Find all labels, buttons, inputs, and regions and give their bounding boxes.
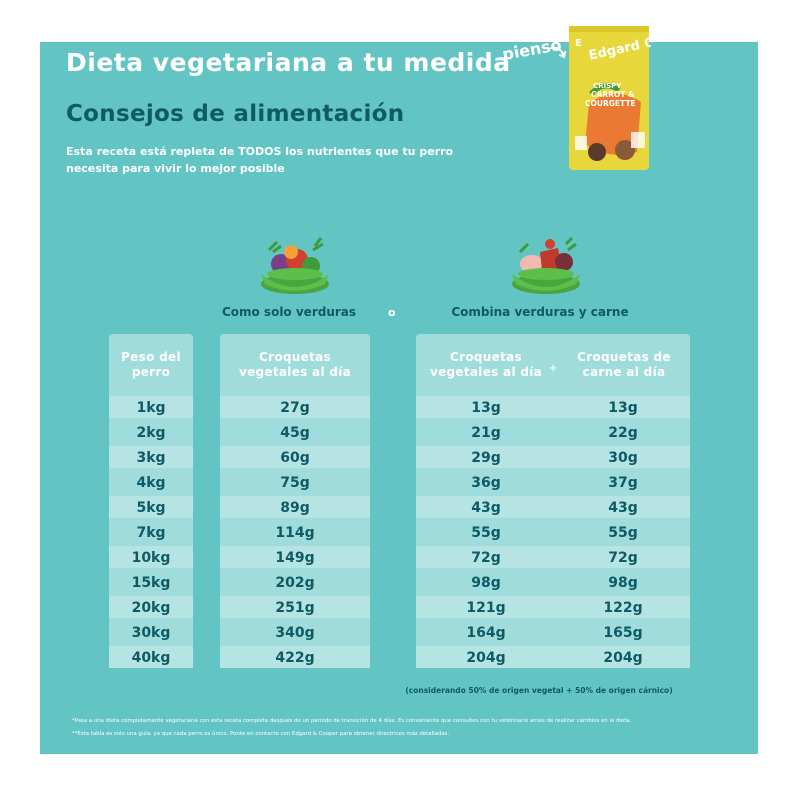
veg-only-cell: 45g	[280, 425, 310, 441]
mixed-veg-cell: 55g	[471, 525, 501, 541]
product-bag-image: E Edgard Cooper CRISPY CARROT & COURGETT…	[569, 26, 651, 170]
mixed-meat-cell: 30g	[608, 450, 638, 466]
row-stripe	[109, 496, 193, 518]
row-stripe	[220, 446, 370, 468]
mixed-veg-cell: 164g	[466, 625, 506, 641]
product-line2: CARROT &	[591, 90, 635, 99]
mixed-meat-cell: 43g	[608, 500, 638, 516]
row-stripe	[220, 646, 370, 668]
veg-only-cell: 89g	[280, 500, 310, 516]
mixed-veg-cell: 21g	[471, 425, 501, 441]
weight-cell: 30kg	[131, 625, 171, 641]
veg-only-cell: 149g	[275, 550, 315, 566]
conjunction-text: o	[388, 306, 396, 319]
mixed-veg-cell: 121g	[466, 600, 506, 616]
note-text: (considerando 50% de origen vegetal + 50…	[405, 686, 673, 695]
mixed-veg-cell: 13g	[471, 400, 501, 416]
weight-cell: 10kg	[131, 550, 171, 566]
veg-only-cell: 114g	[275, 525, 315, 541]
row-stripe	[416, 396, 690, 418]
row-stripe	[109, 646, 193, 668]
mixed-meat-cell: 13g	[608, 400, 638, 416]
weight-cell: 1kg	[136, 400, 166, 416]
veg-header: Croquetas vegetales al día	[238, 350, 352, 379]
weight-cell: 5kg	[136, 500, 166, 516]
row-stripe	[109, 596, 193, 618]
mixed-label: Combina verduras y carne	[451, 305, 629, 319]
weight-cell: 20kg	[131, 600, 171, 616]
mixed-veg-header: Croquetas vegetales al día	[429, 350, 543, 379]
mixed-meat-header: Croquetas de carne al día	[577, 350, 671, 379]
mixed-meat-cell: 72g	[608, 550, 638, 566]
row-stripe	[220, 596, 370, 618]
mixed-meat-cell: 98g	[608, 575, 638, 591]
product-line1: CRISPY	[593, 82, 622, 90]
weight-cell: 7kg	[136, 525, 166, 541]
row-stripe	[220, 496, 370, 518]
veg-only-cell: 202g	[275, 575, 315, 591]
footnote-1: *Pasa a una dieta completamente vegetari…	[72, 718, 632, 724]
page-subtitle: Consejos de alimentación	[66, 101, 405, 127]
weight-cell: 40kg	[131, 650, 171, 666]
weight-cell: 2kg	[136, 425, 166, 441]
weight-header: Peso del perro	[121, 350, 181, 379]
mixed-veg-cell: 204g	[466, 650, 506, 666]
row-stripe	[416, 596, 690, 618]
mixed-meat-cell: 55g	[608, 525, 638, 541]
arrow-icon	[550, 46, 566, 59]
footnote-2: **Esta tabla es solo una guía, ya que ca…	[72, 731, 450, 737]
plus-sign: +	[549, 363, 558, 374]
intro-text: Esta receta está repleta de TODOS los nu…	[66, 145, 454, 175]
veg-only-cell: 422g	[275, 650, 315, 666]
weight-cell: 3kg	[136, 450, 166, 466]
mixed-veg-cell: 98g	[471, 575, 501, 591]
veg-meat-bowl-icon	[512, 236, 580, 294]
row-stripe	[109, 396, 193, 418]
row-stripe	[109, 446, 193, 468]
row-stripe	[416, 496, 690, 518]
veg-only-cell: 75g	[280, 475, 310, 491]
veg-only-cell: 27g	[280, 400, 310, 416]
veg-only-label: Como solo verduras	[221, 305, 357, 319]
row-stripe	[109, 546, 193, 568]
veg-only-cell: 251g	[275, 600, 315, 616]
mixed-veg-cell: 43g	[471, 500, 501, 516]
veg-only-cell: 60g	[280, 450, 310, 466]
veg-bowl-icon	[261, 237, 329, 294]
weight-cell: 4kg	[136, 475, 166, 491]
mixed-meat-cell: 204g	[603, 650, 643, 666]
row-stripe	[220, 546, 370, 568]
mixed-meat-cell: 122g	[603, 600, 643, 616]
row-stripe	[220, 396, 370, 418]
mixed-meat-cell: 37g	[608, 475, 638, 491]
page-title: Dieta vegetariana a tu medida	[66, 48, 511, 77]
mixed-meat-cell: 22g	[608, 425, 638, 441]
mixed-meat-cell: 165g	[603, 625, 643, 641]
row-stripe	[416, 546, 690, 568]
mixed-veg-cell: 72g	[471, 550, 501, 566]
product-line3: COURGETTE	[585, 99, 636, 108]
veg-only-cell: 340g	[275, 625, 315, 641]
weight-cell: 15kg	[131, 575, 171, 591]
row-stripe	[416, 446, 690, 468]
row-stripe	[416, 646, 690, 668]
mixed-veg-cell: 36g	[471, 475, 501, 491]
mixed-veg-cell: 29g	[471, 450, 501, 466]
svg-text:E: E	[575, 38, 582, 49]
